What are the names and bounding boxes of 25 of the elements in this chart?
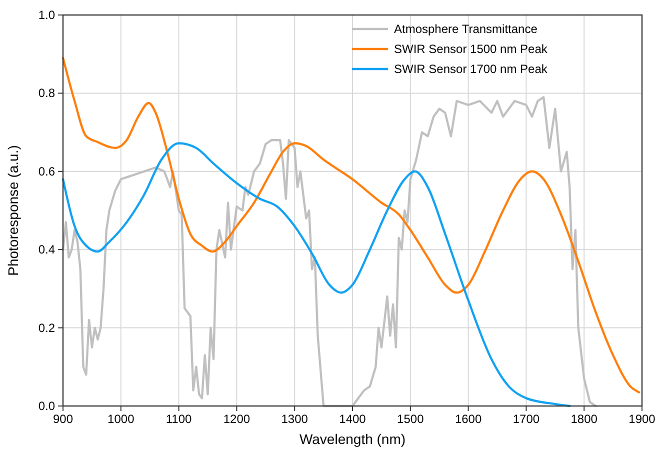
y-tick-label: 0.8 xyxy=(38,86,56,100)
legend-label: SWIR Sensor 1500 nm Peak xyxy=(394,42,548,56)
x-tick-label: 1600 xyxy=(454,412,482,426)
legend-label: SWIR Sensor 1700 nm Peak xyxy=(394,62,548,76)
x-tick-label: 1300 xyxy=(281,412,308,426)
x-tick-label: 1200 xyxy=(223,412,250,426)
x-tick-label: 1500 xyxy=(397,412,424,426)
line-series xyxy=(62,56,640,394)
y-tick-label: 0.6 xyxy=(38,164,56,178)
x-tick-label: 1900 xyxy=(628,412,656,426)
legend-label: Atmosphere Transmittance xyxy=(394,22,538,36)
line-series xyxy=(62,142,571,408)
x-axis-title: Wavelength (nm) xyxy=(299,431,406,447)
y-axis-title: Photoresponse (a.u.) xyxy=(5,145,21,276)
x-tick-label: 1700 xyxy=(512,412,540,426)
x-tick-label: 1800 xyxy=(570,412,598,426)
y-tick-label: 0.0 xyxy=(38,399,56,413)
x-tick-label: 1100 xyxy=(166,412,192,426)
line-series xyxy=(62,96,597,408)
y-tick-label: 0.4 xyxy=(38,242,56,257)
y-tick-label: 0.2 xyxy=(38,320,56,335)
y-tick-label: 1.0 xyxy=(38,8,56,22)
x-tick-label: 1000 xyxy=(108,412,135,426)
x-tick-label: 1400 xyxy=(339,412,366,426)
x-tick-label: 900 xyxy=(52,412,74,426)
